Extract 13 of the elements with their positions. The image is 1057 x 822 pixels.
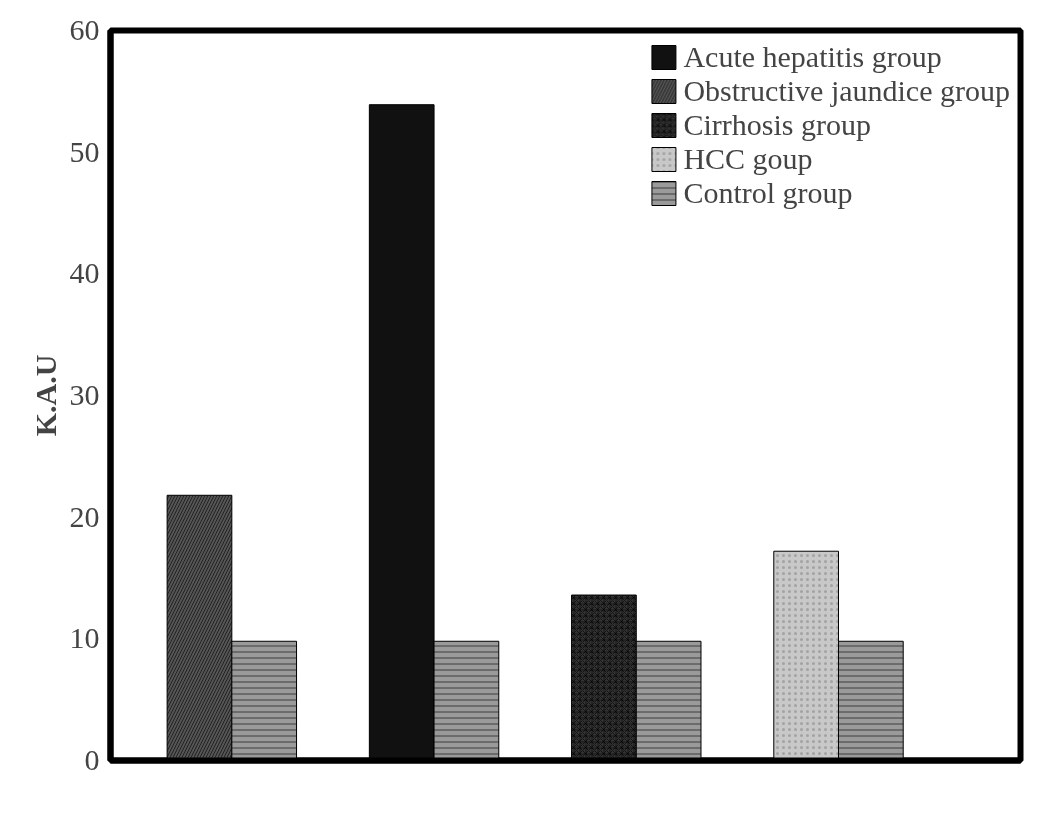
y-axis-title: K.A.U [28, 354, 62, 437]
legend-label: Acute hepatitis group [683, 40, 942, 74]
legend-label: Obstructive jaundice group [683, 74, 1010, 108]
y-tick-label: 0 [84, 743, 100, 776]
legend-label: Control group [683, 176, 853, 210]
legend-label: HCC goup [683, 142, 813, 176]
y-tick-label: 40 [69, 256, 100, 290]
y-tick-label: 30 [69, 378, 100, 411]
legend-label: Cirrhosis group [683, 108, 871, 142]
y-tick-label: 60 [69, 13, 100, 46]
y-tick-label: 20 [69, 499, 100, 533]
y-tick-label: 10 [69, 621, 100, 655]
y-tick-label: 50 [69, 134, 100, 168]
